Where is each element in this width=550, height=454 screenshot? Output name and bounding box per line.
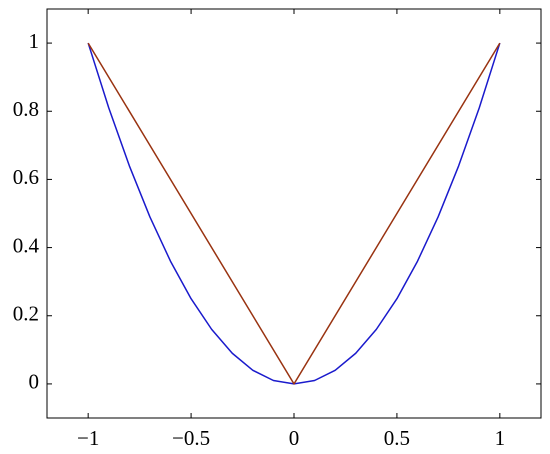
y-tick-label: 0 bbox=[29, 370, 40, 394]
x-tick-label: −0.5 bbox=[172, 426, 210, 450]
x-tick-label: −1 bbox=[77, 426, 99, 450]
y-tick-label: 0.2 bbox=[13, 302, 39, 326]
plot-frame bbox=[46, 8, 542, 419]
series-line bbox=[87, 42, 501, 385]
y-tick-label: 0.4 bbox=[13, 233, 40, 257]
y-tick-label: 1 bbox=[29, 29, 40, 53]
y-tick-label: 0.6 bbox=[13, 165, 39, 189]
y-tick-label: 0.8 bbox=[13, 97, 39, 121]
series-line bbox=[87, 42, 501, 385]
x-tick-label: 0.5 bbox=[384, 426, 410, 450]
x-tick-label: 0 bbox=[289, 426, 300, 450]
x-tick-label: 1 bbox=[495, 426, 506, 450]
